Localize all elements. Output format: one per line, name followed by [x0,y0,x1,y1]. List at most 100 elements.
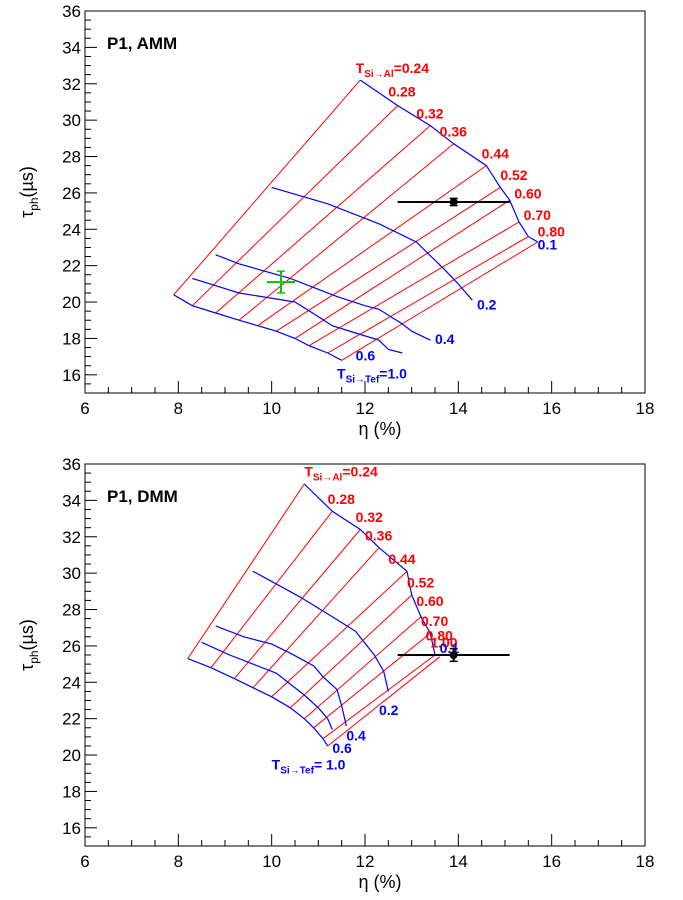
blue-grid-line [201,641,333,730]
panel-title: P1, DMM [107,487,178,506]
y-axis-label-main: τ [17,664,37,671]
red-line-label: 0.32 [416,105,443,121]
y-tick-label: 32 [62,75,81,94]
x-tick-label: 6 [80,852,89,871]
blue-line-label: 0.2 [477,296,497,312]
blue-grid-line [187,658,329,747]
red-grid-line [322,654,436,740]
red-line-label: 0.36 [365,527,392,543]
red-line-label-sub: Si→Al [364,69,394,80]
red-line-label: 0.44 [482,145,509,161]
panel-dmm: 6 8 10 12 14 16 18 16 18 20 22 24 26 28 30 32 34 36 η (%) τ… [17,455,654,892]
blue-line-label: 0.6 [332,740,352,756]
blue-line-label-sub: Si→Tef [280,766,314,777]
y-tick-label: 34 [62,491,81,510]
blue-grid-line [271,186,473,301]
y-tick-label: 30 [62,111,81,130]
x-tick-label: 18 [636,399,655,418]
y-axis-label-unit: (µs) [17,619,37,650]
y-tick-label: 18 [62,782,81,801]
blue-line-label-sub: Si→Tef [346,374,380,385]
blue-grid-line [303,483,436,656]
x-tick-label: 16 [542,399,561,418]
red-grid-line [210,510,333,669]
red-line-label: 0.60 [514,185,541,201]
blue-line-label: 0.4 [435,331,455,347]
y-tick-label: 28 [62,148,81,167]
red-grid-line [191,105,399,307]
red-grid-line [308,221,520,347]
red-line-label: 0.44 [388,551,415,567]
red-grid-line [341,241,538,361]
red-line-label: 0.70 [524,207,551,223]
red-line-label: 0.52 [500,167,527,183]
red-line-label: TSi→Al=0.24 [304,464,378,484]
y-tick-label: 36 [62,2,81,21]
red-line-label: 1.00 [430,635,457,651]
panel-amm: 6 8 10 12 14 16 18 16 18 20 22 24 26 28 30 32 34 36 η (%) τ… [17,2,654,439]
y-tick-label: 24 [62,673,81,692]
red-grid-line [271,570,408,698]
x-tick-label: 14 [449,399,468,418]
y-tick-label: 20 [62,746,81,765]
red-grid-line [238,143,455,321]
blue-line-label: TSi→Tef= 1.0 [272,757,346,777]
y-tick-label: 16 [62,819,81,838]
x-axis-label: η (%) [358,872,401,892]
red-line-label: 0.28 [328,491,355,507]
x-tick-label: 8 [174,852,183,871]
blue-grid-line [192,277,403,354]
red-grid-line [303,616,422,720]
blue-grid-line [215,625,347,727]
y-axis-label-main: τ [17,211,37,218]
y-tick-label: 28 [62,601,81,620]
red-line-label: 0.32 [356,509,383,525]
x-tick-label: 10 [262,399,281,418]
blue-grid-line [359,79,538,243]
red-grid-line [289,594,413,709]
data-point [449,651,458,659]
blue-line-label-main: T [337,365,346,381]
red-grid-line [215,125,431,314]
red-grid-line [252,547,380,689]
blue-grid-line [215,254,431,341]
red-line-label-main: T [304,464,313,480]
x-tick-label: 10 [262,852,281,871]
blue-line-label-rest: = 1.0 [314,757,346,773]
y-tick-label: 26 [62,184,81,203]
y-tick-label: 32 [62,528,81,547]
red-grid-line [313,632,431,729]
blue-grid-line [252,570,389,692]
red-line-label: TSi→Al=0.24 [356,60,430,80]
red-grid-line [257,165,487,327]
red-line-label: 0.28 [388,83,415,99]
blue-line-label: 0.6 [356,347,376,363]
data-point [449,198,458,206]
red-grid-line [327,656,441,747]
blue-line-label: 0.2 [379,702,399,718]
blue-grid-line [173,294,342,361]
red-grid-line [173,79,361,296]
y-tick-label: 36 [62,455,81,474]
red-line-label: 0.36 [440,124,467,140]
blue-line-label: TSi→Tef=1.0 [337,365,407,385]
blue-line-label: 0.4 [346,727,366,743]
red-line-label: 0.70 [421,613,448,629]
blue-line-label-main: T [272,757,281,773]
red-grid-line [187,483,305,659]
y-tick-label: 22 [62,710,81,729]
panel-title: P1, AMM [107,34,177,53]
y-axis-label-sub: ph [27,197,41,210]
red-line-label: 0.80 [538,224,565,240]
y-tick-label: 30 [62,564,81,583]
x-tick-label: 16 [542,852,561,871]
blue-line-label-rest: =1.0 [379,365,407,381]
red-line-label-sub: Si→Al [313,473,343,484]
red-line-label: 0.60 [416,593,443,609]
red-grid-line [294,199,510,339]
y-axis-label-unit: (µs) [17,166,37,197]
x-tick-label: 12 [356,852,375,871]
red-grid-line [327,236,529,354]
red-grid-line [233,529,361,679]
